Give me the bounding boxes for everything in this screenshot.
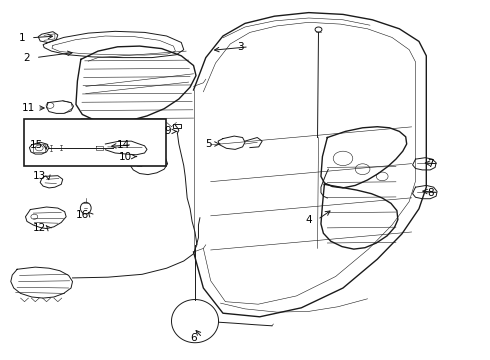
Text: 5: 5 [205,139,212,149]
Text: 7: 7 [427,159,434,169]
Text: 12: 12 [32,222,46,233]
Bar [24,119,166,166]
Text: 1: 1 [19,33,25,43]
Text: 2: 2 [24,53,30,63]
Text: 9: 9 [164,126,171,136]
Text: 15: 15 [30,140,44,150]
Text: 11: 11 [22,103,35,113]
Text: 6: 6 [190,333,197,343]
Text: 13: 13 [32,171,46,181]
Text: 10: 10 [119,152,131,162]
Text: 14: 14 [117,140,130,150]
Text: 8: 8 [427,188,434,198]
Text: 16: 16 [75,210,89,220]
Text: 4: 4 [305,215,312,225]
Text: 3: 3 [237,42,244,52]
